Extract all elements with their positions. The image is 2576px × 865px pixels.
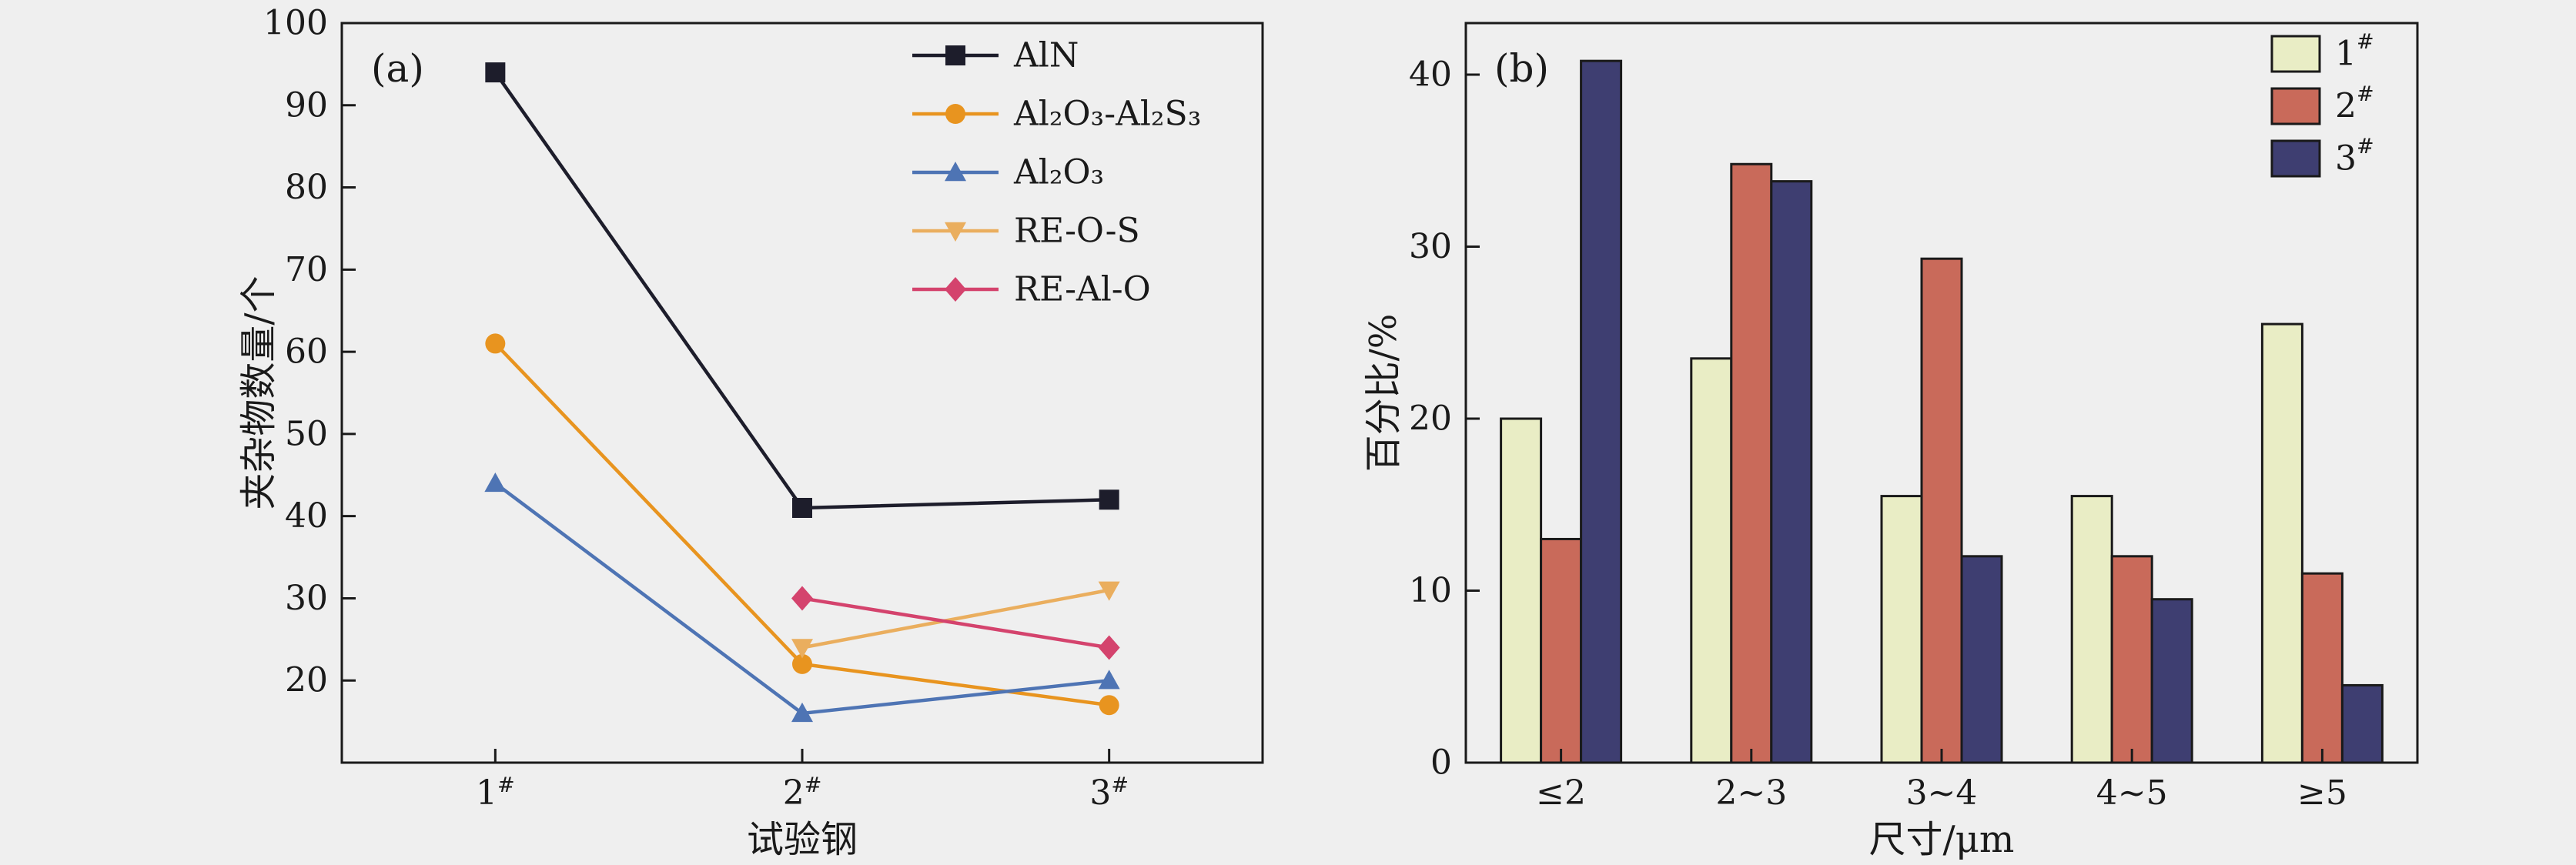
marker-triangle-up <box>791 702 813 723</box>
legend-label: RE-Al-O <box>1014 270 1151 309</box>
x-tick-label: 2~3 <box>1715 773 1787 813</box>
x-tick-label: 2# <box>783 773 822 813</box>
marker-circle <box>945 104 965 124</box>
y-tick-label: 40 <box>1409 55 1452 95</box>
marker-circle <box>485 333 506 354</box>
x-axis-title: 尺寸/μm <box>1869 818 2015 861</box>
y-tick-label: 40 <box>285 496 328 536</box>
series-line-re-al-o <box>801 596 1110 650</box>
marker-square <box>1099 489 1119 510</box>
x-tick-label: ≥5 <box>2297 773 2347 813</box>
bar-1-2-3 <box>1690 357 1733 764</box>
marker-triangle-down <box>1098 581 1120 601</box>
y-axis-title: 百分比/% <box>1362 314 1405 473</box>
legend-label: 2# <box>2335 82 2374 126</box>
legend-entry-al-o-al-s: Al₂O₃-Al₂S₃ <box>912 95 1201 134</box>
line-chart-inclusion-counts: 20 30 40 50 60 70 80 90 100 1# 2# 3# 试验钢 夹杂物数量/个 (a) Al… <box>237 4 1264 861</box>
bar-1-2 <box>1500 417 1543 764</box>
marker-diamond <box>945 277 966 302</box>
y-tick-label: 50 <box>285 414 328 453</box>
marker-square <box>485 62 506 83</box>
marker-triangle-up <box>484 472 507 493</box>
x-tick-label: 3~4 <box>1906 773 1978 813</box>
marker-circle <box>1099 695 1119 716</box>
x-tick-label: 1# <box>476 773 515 813</box>
bar-2-2-3 <box>1730 162 1773 764</box>
panel-tag: (a) <box>371 46 424 91</box>
legend-label: Al₂O₃ <box>1013 153 1104 192</box>
y-tick-label: 70 <box>285 250 328 289</box>
bar-1-5 <box>2260 322 2303 764</box>
marker-triangle-down <box>945 222 966 242</box>
bar-chart-size-distribution: 0 10 20 30 40 ≤2 2~3 3~4 4~5 ≥5 尺寸/μm 百分比/% (b) 1# 2# 3… <box>1362 22 2419 861</box>
legend-swatch <box>2270 139 2321 178</box>
marker-circle <box>792 653 812 674</box>
panel-b-bar-chart: 0 10 20 30 40 ≤2 2~3 3~4 4~5 ≥5 尺寸/μm 百分比/% (b) 1# 2# 3… <box>1288 0 2576 865</box>
legend-label: AlN <box>1013 36 1079 75</box>
legend-entry-3: 3# <box>2270 135 2374 179</box>
x-tick-label: ≤2 <box>1536 773 1586 813</box>
legend-entry-aln: AlN <box>912 36 1079 75</box>
y-tick-label: 80 <box>285 168 328 207</box>
bar-2-3-4 <box>1920 257 1963 764</box>
bar-2-4-5 <box>2110 555 2153 764</box>
x-axis-title: 试验钢 <box>747 818 858 861</box>
panel-tag: (b) <box>1494 46 1549 91</box>
bar-1-4-5 <box>2070 495 2113 764</box>
marker-square <box>945 45 965 65</box>
x-tick-label: 3# <box>1089 773 1129 813</box>
y-axis-title: 夹杂物数量/个 <box>237 276 280 509</box>
legend-entry-1: 1# <box>2270 30 2374 74</box>
y-tick-label: 10 <box>1409 571 1452 610</box>
bar-2-2 <box>1540 537 1583 764</box>
y-tick-label: 30 <box>1409 227 1452 266</box>
y-tick-label: 100 <box>263 4 328 43</box>
bar-3-3-4 <box>1960 555 2003 764</box>
legend-label: 1# <box>2335 30 2374 74</box>
legend-label: RE-O-S <box>1014 212 1140 251</box>
marker-square <box>792 497 812 518</box>
series-line-re-o-s <box>801 588 1110 650</box>
legend-swatch <box>2270 87 2321 125</box>
marker-triangle-up <box>1098 670 1120 690</box>
y-tick-label: 20 <box>1409 399 1452 439</box>
marker-diamond <box>1098 635 1120 660</box>
marker-triangle-down <box>791 639 813 659</box>
y-tick-label: 60 <box>285 332 328 372</box>
bar-3-4-5 <box>2150 598 2193 764</box>
legend-entry-re-al-o: RE-Al-O <box>912 270 1151 309</box>
y-tick-label: 90 <box>285 85 328 125</box>
bar-3-5 <box>2340 683 2384 764</box>
bar-1-3-4 <box>1880 495 1923 764</box>
marker-diamond <box>791 586 813 611</box>
legend-label: Al₂O₃-Al₂S₃ <box>1013 95 1201 134</box>
bar-3-2-3 <box>1770 180 1813 764</box>
bar-3-2 <box>1580 59 1623 764</box>
legend-entry-re-o-s: RE-O-S <box>912 212 1140 251</box>
marker-triangle-up <box>945 162 966 182</box>
legend-entry-al-o: Al₂O₃ <box>912 153 1104 192</box>
y-tick-label: 20 <box>285 661 328 700</box>
panel-a-line-chart: 20 30 40 50 60 70 80 90 100 1# 2# 3# 试验钢 夹杂物数量/个 (a) Al… <box>237 4 1264 861</box>
legend-entry-2: 2# <box>2270 82 2374 126</box>
x-tick-label: 4~5 <box>2096 773 2168 813</box>
y-tick-label: 0 <box>1430 743 1452 783</box>
legend-swatch <box>2270 35 2321 73</box>
legend-label: 3# <box>2335 135 2374 179</box>
bar-2-5 <box>2300 572 2343 764</box>
y-tick-label: 30 <box>285 579 328 618</box>
